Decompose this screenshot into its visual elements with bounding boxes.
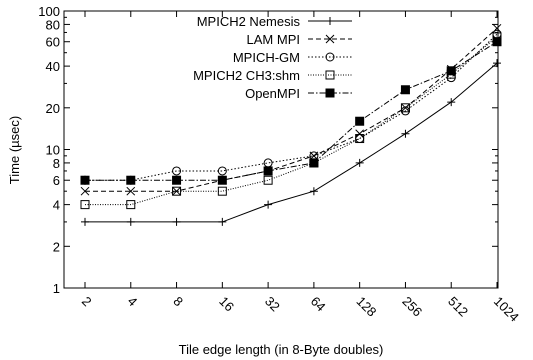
legend-item: MPICH2 CH3:shm [193, 68, 352, 83]
series-0 [81, 59, 501, 226]
data-point [326, 17, 334, 25]
data-point [325, 52, 335, 62]
x-tick-label: 128 [354, 294, 380, 320]
data-point [80, 186, 90, 196]
data-point [217, 166, 227, 176]
legend-item: LAM MPI [247, 32, 352, 47]
y-tick-label: 100 [38, 4, 60, 19]
data-point [325, 70, 335, 80]
data-point [263, 166, 273, 176]
series-line [85, 33, 498, 181]
data-point [401, 103, 410, 113]
data-point [80, 200, 90, 210]
y-tick-label: 1 [53, 281, 60, 296]
series-line [85, 36, 498, 206]
data-point [218, 217, 227, 226]
x-tick-label: 4 [125, 294, 141, 310]
data-point [81, 217, 89, 226]
legend-item: OpenMPI [245, 86, 352, 101]
series-4 [80, 37, 502, 185]
legend-label: LAM MPI [247, 32, 300, 47]
data-point [355, 134, 365, 144]
y-tick-label: 10 [46, 143, 60, 158]
x-tick-label: 512 [445, 294, 471, 320]
x-tick-label: 16 [216, 294, 237, 315]
legend-label: MPICH-GM [233, 50, 300, 65]
x-tick-label: 1024 [491, 294, 522, 325]
data-point [126, 217, 135, 226]
data-point [325, 88, 335, 98]
x-tick-label: 32 [262, 294, 283, 315]
data-point [217, 175, 227, 185]
x-tick-label: 64 [308, 294, 329, 315]
data-point [493, 59, 501, 68]
legend-item: MPICH2 Nemesis [197, 14, 352, 29]
x-tick-label: 8 [170, 294, 186, 310]
data-point [263, 175, 273, 185]
data-point [217, 186, 227, 196]
data-point [325, 34, 335, 44]
legend-label: OpenMPI [245, 86, 300, 101]
y-tick-label: 6 [53, 173, 60, 188]
y-tick-label: 2 [53, 239, 60, 254]
data-point [126, 175, 136, 185]
legend-label: MPICH2 CH3:shm [193, 68, 300, 83]
y-tick-label: 60 [46, 35, 60, 50]
data-point [400, 103, 410, 113]
data-point [355, 116, 365, 126]
series-line [85, 27, 498, 192]
y-tick-label: 4 [53, 198, 60, 213]
data-point [263, 158, 273, 168]
data-point [264, 200, 273, 209]
y-tick-label: 40 [46, 59, 60, 74]
y-axis-label: Time (µsec) [7, 116, 22, 184]
legend-label: MPICH2 Nemesis [197, 14, 301, 29]
data-point [172, 175, 182, 185]
x-axis-label: Tile edge length (in 8-Byte doubles) [179, 342, 384, 357]
x-tick-label: 256 [399, 294, 425, 320]
data-point [447, 98, 456, 107]
data-point [309, 158, 319, 168]
data-point [80, 175, 90, 185]
x-tick-label: 2 [79, 294, 95, 310]
series-line [85, 41, 498, 181]
data-point [126, 200, 136, 210]
legend: MPICH2 Nemesis LAM MPI MPICH-GM MPICH2 CH3:… [193, 14, 352, 101]
data-point [126, 186, 136, 196]
data-point [400, 85, 410, 95]
data-point [172, 186, 182, 196]
y-tick-label: 8 [53, 156, 60, 171]
data-point [172, 166, 182, 176]
data-point [355, 158, 364, 167]
series-line [85, 62, 498, 223]
legend-item: MPICH-GM [233, 50, 352, 65]
data-point [172, 217, 181, 226]
data-point [446, 66, 456, 76]
data-point [492, 37, 502, 47]
series-layer [80, 23, 502, 226]
y-tick-label: 80 [46, 17, 60, 32]
data-point [401, 129, 410, 138]
y-tick-label: 20 [46, 101, 60, 116]
data-point [309, 187, 318, 196]
